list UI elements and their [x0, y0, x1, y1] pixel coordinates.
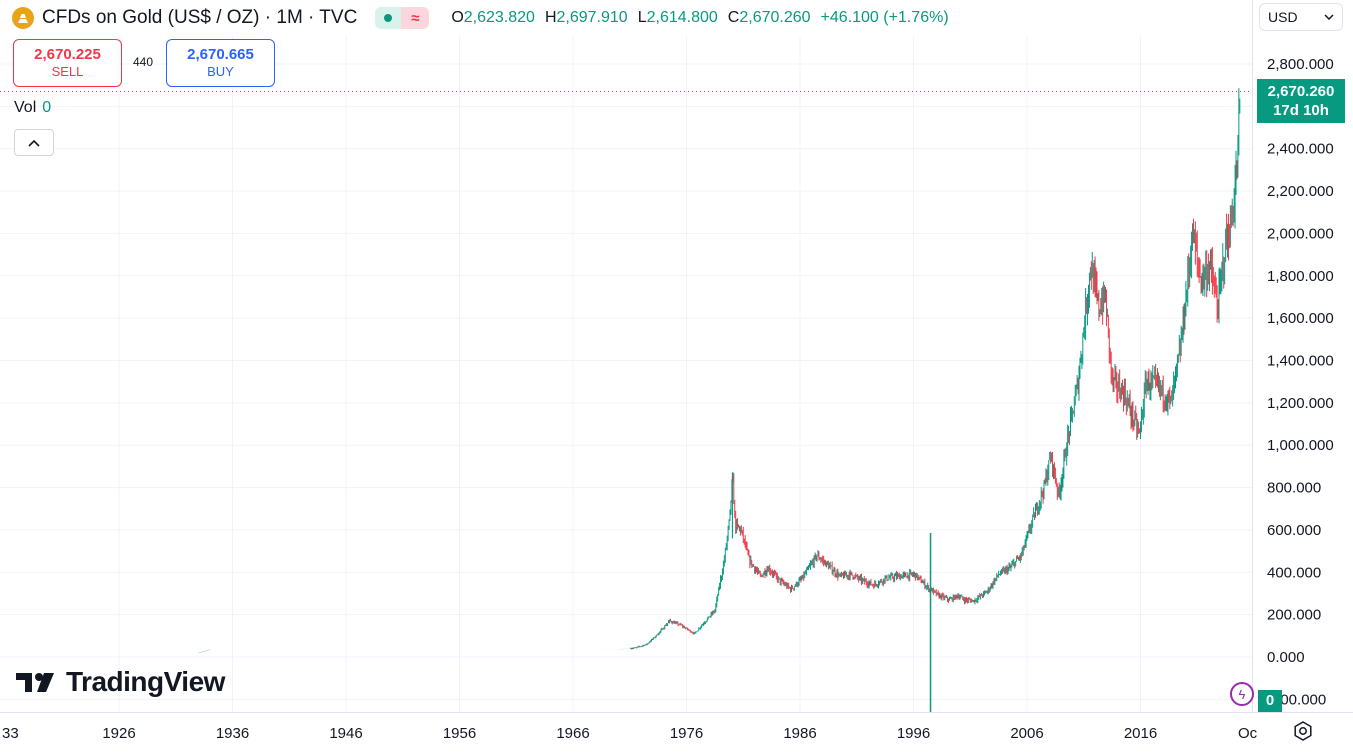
- currency-value: USD: [1268, 9, 1298, 25]
- y-tick-label: 2,000.000: [1267, 225, 1334, 242]
- ohlc-open: O2,623.820: [451, 9, 535, 26]
- y-tick-label: 2,800.000: [1267, 56, 1334, 73]
- symbol-title[interactable]: CFDs on Gold (US$ / OZ) · 1M · TVC: [42, 7, 358, 28]
- chart-settings-button[interactable]: [1290, 718, 1316, 744]
- x-tick-label: 1986: [783, 725, 816, 742]
- settings-icon: [1294, 721, 1312, 741]
- sell-price: 2,670.225: [34, 46, 101, 63]
- x-tick-label: 1936: [216, 725, 249, 742]
- tradingview-logo[interactable]: TradingView: [16, 666, 225, 698]
- y-tick-label: 400.000: [1267, 564, 1321, 581]
- chart-grid: [0, 36, 1252, 712]
- x-tick-label: 1926: [102, 725, 135, 742]
- x-tick-label: 1966: [556, 725, 589, 742]
- buy-price: 2,670.665: [187, 46, 254, 63]
- x-edge-label-right: Oc: [1238, 725, 1258, 742]
- x-edge-label-left: 33: [2, 725, 19, 742]
- last-price-tag: 2,670.260 17d 10h: [1257, 79, 1345, 123]
- x-tick-label: 1996: [897, 725, 930, 742]
- lightning-icon[interactable]: ϟ: [1230, 682, 1254, 706]
- x-tick-label: 1976: [670, 725, 703, 742]
- x-tick-label: 2006: [1010, 725, 1043, 742]
- volume-tag: 0: [1258, 690, 1282, 712]
- collapse-legend-button[interactable]: [14, 129, 54, 156]
- sell-label: SELL: [51, 64, 84, 79]
- ohlc-close: C2,670.260: [727, 9, 811, 26]
- chevron-down-icon: [1324, 14, 1334, 20]
- y-tick-label: 1,000.000: [1267, 437, 1334, 454]
- candles-area: [0, 88, 1252, 712]
- ohlc-low: L2,614.800: [637, 9, 718, 26]
- chart-header: CFDs on Gold (US$ / OZ) · 1M · TVC ≈ O2,…: [12, 5, 949, 31]
- volume-label: Vol: [14, 99, 37, 116]
- approx-icon: ≈: [401, 7, 430, 29]
- y-tick-label: 0.000: [1267, 649, 1305, 666]
- y-tick-label: 1,200.000: [1267, 395, 1334, 412]
- buy-button[interactable]: 2,670.665 BUY: [166, 39, 275, 87]
- chevron-up-icon: [28, 139, 40, 147]
- bar-countdown: 17d 10h: [1273, 102, 1329, 119]
- currency-select[interactable]: USD: [1259, 3, 1343, 31]
- ohlc-values: O2,623.820 H2,697.910 L2,614.800 C2,670.…: [451, 9, 948, 27]
- ohlc-high: H2,697.910: [544, 9, 628, 26]
- x-tick-label: 1956: [443, 725, 476, 742]
- y-tick-label: 2,400.000: [1267, 141, 1334, 158]
- buy-label: BUY: [207, 64, 234, 79]
- y-tick-label: 2,200.000: [1267, 183, 1334, 200]
- tradingview-wordmark: TradingView: [66, 666, 225, 697]
- y-tick-label: 1,400.000: [1267, 353, 1334, 370]
- x-tick-label: 1946: [329, 725, 362, 742]
- y-tick-label: 800.000: [1267, 480, 1321, 497]
- last-price-value: 2,670.260: [1267, 83, 1335, 100]
- spread-value: 440: [132, 55, 154, 69]
- y-tick-label: 1,800.000: [1267, 268, 1334, 285]
- sell-button[interactable]: 2,670.225 SELL: [13, 39, 122, 87]
- y-tick-label: 200.000: [1267, 607, 1321, 624]
- ohlc-change: +46.100 (+1.76%): [820, 9, 949, 26]
- volume-legend: Vol 0: [14, 99, 51, 117]
- gold-icon: [12, 7, 34, 29]
- market-status-pill[interactable]: ≈: [375, 7, 430, 29]
- volume-value: 0: [42, 99, 52, 116]
- y-tick-label: 1,600.000: [1267, 310, 1334, 327]
- y-tick-label: 600.000: [1267, 522, 1321, 539]
- x-tick-label: 2016: [1124, 725, 1157, 742]
- tradingview-logo-icon: [16, 673, 54, 692]
- market-open-icon: [375, 7, 402, 29]
